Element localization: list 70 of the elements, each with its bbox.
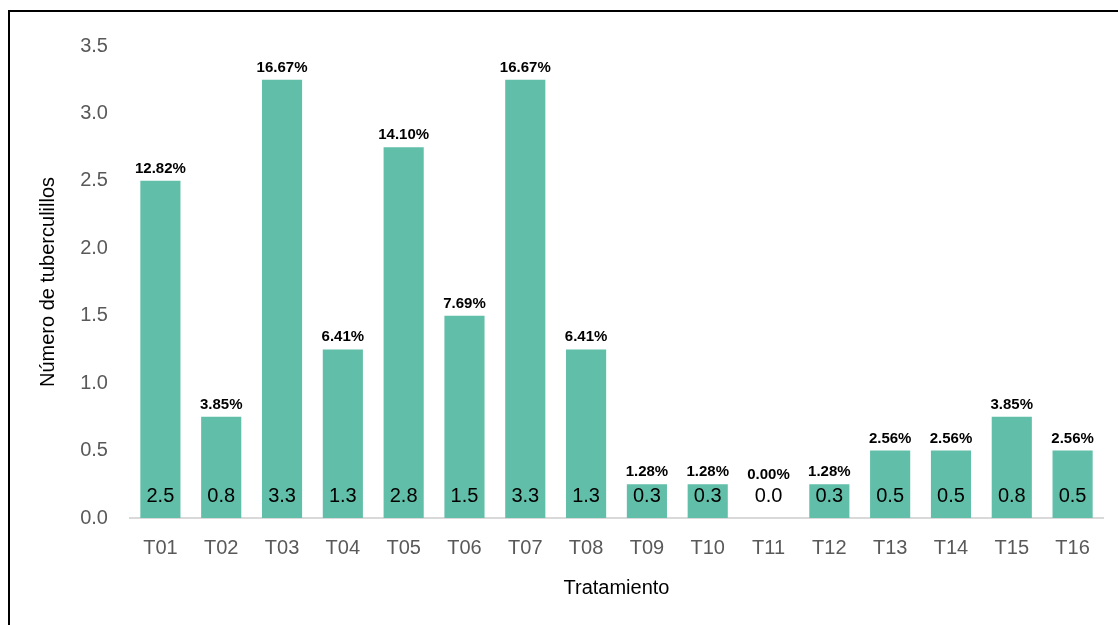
data-label: 1.5 — [450, 484, 479, 506]
annotation: 6.41% — [564, 327, 608, 345]
data-label: 0.5 — [937, 484, 965, 506]
y-tick-label: 2.0 — [80, 235, 108, 258]
annotation: 6.41% — [321, 327, 365, 345]
x-tick-label: T05 — [386, 535, 421, 558]
data-label: 0.3 — [693, 484, 722, 506]
annotation: 2.56% — [1051, 428, 1094, 446]
y-tick-label: 3.0 — [80, 100, 108, 123]
annotation: 7.69% — [443, 293, 486, 311]
x-tick-label: T07 — [508, 535, 543, 558]
y-tick-label: 1.0 — [80, 370, 108, 393]
x-tick-label: T06 — [447, 535, 482, 558]
bar — [566, 349, 607, 518]
annotation: 1.28% — [808, 462, 851, 480]
y-axis-title: Número de tuberculillos — [35, 176, 58, 388]
y-tick-label: 3.5 — [80, 33, 108, 56]
annotation: 14.10% — [378, 125, 430, 143]
annotation: 1.28% — [625, 462, 669, 480]
data-label: 2.8 — [389, 484, 418, 506]
data-label: 0.3 — [815, 484, 844, 506]
annotation: 3.85% — [990, 394, 1034, 412]
data-label: 0.3 — [633, 484, 661, 506]
bar — [322, 349, 363, 518]
x-tick-label: T02 — [203, 535, 239, 558]
annotation: 16.67% — [499, 57, 551, 75]
x-tick-label: T09 — [629, 535, 665, 558]
x-tick-label: T15 — [994, 535, 1030, 558]
data-label: 0.5 — [876, 484, 905, 506]
bar — [140, 180, 181, 518]
data-label: 3.3 — [268, 484, 296, 506]
x-tick-label: T13 — [872, 535, 908, 558]
y-tick-label: 1.5 — [80, 303, 108, 326]
annotation: 12.82% — [134, 158, 186, 176]
bar — [261, 79, 303, 518]
x-tick-label: T12 — [812, 535, 847, 558]
annotation: 0.00% — [747, 465, 790, 482]
data-label: 3.3 — [511, 484, 540, 506]
data-label: 1.3 — [328, 484, 357, 506]
y-tick-label: 2.5 — [80, 168, 108, 191]
x-tick-label: T03 — [264, 535, 300, 558]
annotation: 1.28% — [686, 462, 729, 480]
bar — [444, 315, 485, 518]
bar — [201, 416, 242, 518]
bar — [1052, 450, 1093, 518]
annotation: 16.67% — [256, 57, 308, 75]
bar — [870, 450, 911, 518]
data-label: 0.5 — [1058, 484, 1087, 506]
data-label: 1.3 — [572, 484, 600, 506]
x-tick-label: T04 — [325, 535, 361, 558]
x-tick-label: T11 — [752, 535, 786, 558]
x-tick-label: T14 — [933, 535, 969, 558]
data-label: 0.8 — [997, 484, 1026, 506]
x-tick-label: T08 — [568, 535, 604, 558]
data-label: 2.5 — [146, 484, 175, 506]
x-tick-label: T10 — [690, 535, 725, 558]
y-tick-label: 0.0 — [80, 505, 108, 528]
annotation: 3.85% — [199, 394, 243, 412]
x-tick-label: T16 — [1055, 535, 1090, 558]
bar — [383, 147, 424, 518]
annotation: 2.56% — [868, 428, 912, 446]
bar — [991, 416, 1032, 518]
data-label: 0.0 — [754, 484, 783, 506]
x-tick-label: T01 — [143, 535, 178, 558]
annotation: 2.56% — [929, 428, 973, 446]
bar — [930, 450, 972, 518]
data-label: 0.8 — [207, 484, 236, 506]
x-axis-title: Tratamiento — [563, 575, 670, 598]
bar — [505, 79, 546, 518]
y-tick-label: 0.5 — [80, 438, 108, 461]
